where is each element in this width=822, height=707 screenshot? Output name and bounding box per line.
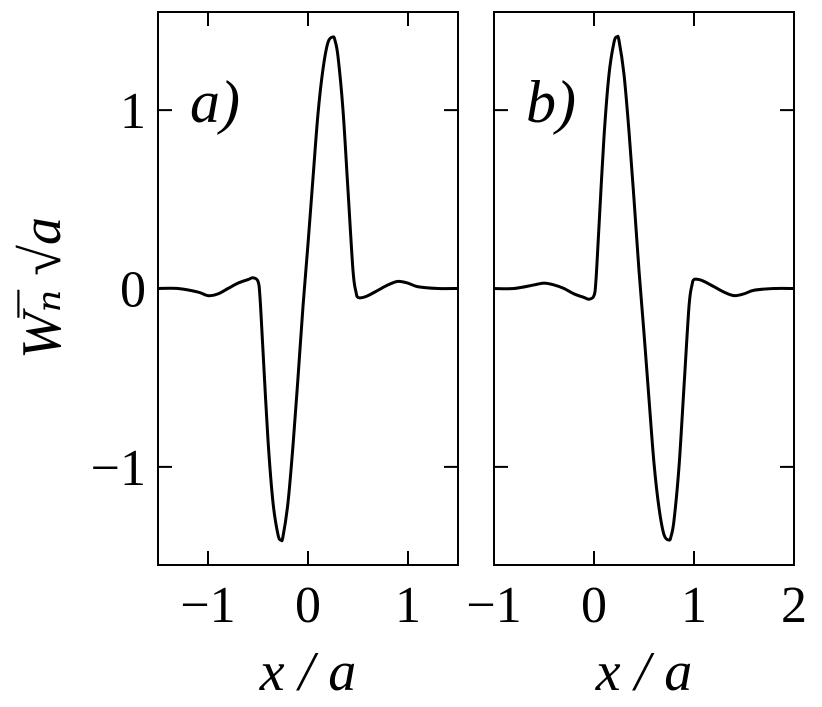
x-tick-label: 1 — [395, 577, 421, 634]
y-tick-label: −1 — [91, 440, 146, 497]
panel-b: −1 0 1 2 b) x / a — [466, 11, 807, 703]
x-tick-label: −1 — [466, 577, 521, 634]
x-tick-label: 2 — [781, 577, 807, 634]
panel-a: −1 0 1 −1 0 1 a) x / a — [91, 11, 459, 703]
x-tick-label: 0 — [581, 577, 607, 634]
x-tick-label: 0 — [295, 577, 321, 634]
x-axis-label: x / a — [259, 641, 356, 703]
y-axis-label: Wₙ̅ √a — [11, 217, 73, 359]
panel-label: b) — [526, 69, 576, 135]
y-axis-label-text: Wₙ̅ √a — [11, 217, 73, 359]
series-line — [157, 35, 459, 543]
x-axis-label: x / a — [595, 641, 692, 703]
x-tick-label: −1 — [180, 577, 235, 634]
x-tick-label: 1 — [681, 577, 707, 634]
series-line — [493, 34, 795, 542]
y-tick-label: 1 — [120, 83, 146, 140]
y-tick-label: 0 — [120, 262, 146, 319]
panel-label: a) — [190, 69, 240, 135]
